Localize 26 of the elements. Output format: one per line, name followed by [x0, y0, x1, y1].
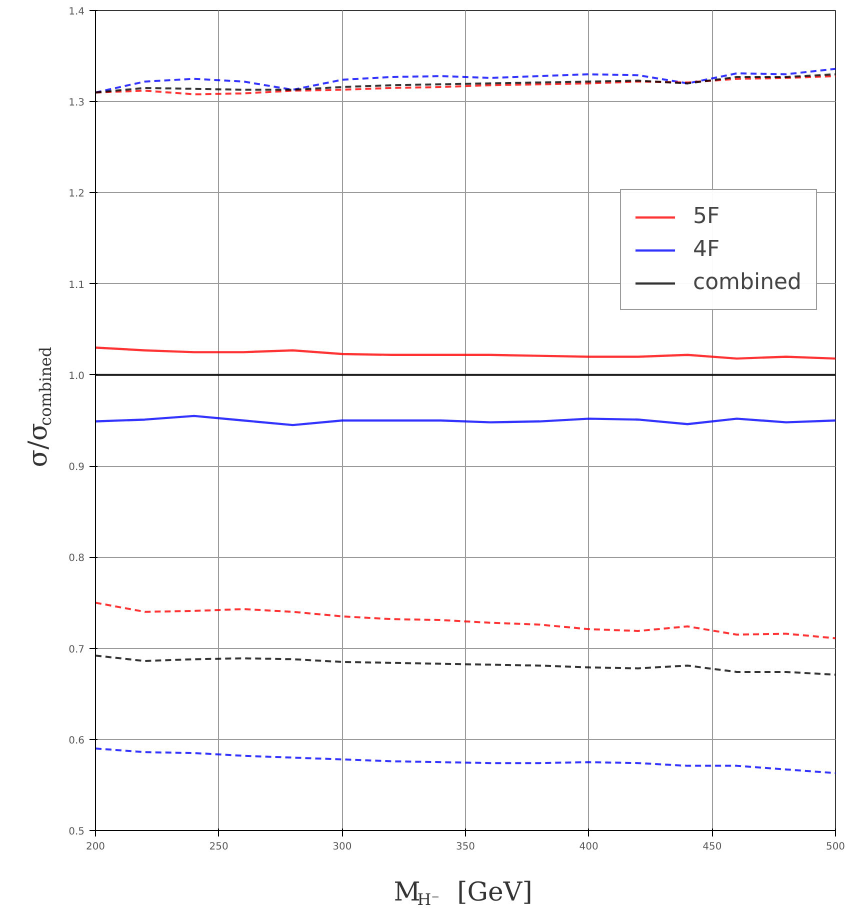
- x-tick-label: 450: [702, 842, 722, 852]
- y-tick-label: 1.4: [68, 6, 85, 18]
- y-tick-label: 1.2: [68, 188, 85, 200]
- x-tick-label: 350: [456, 842, 476, 852]
- y-tick-label: 1.0: [68, 370, 85, 382]
- legend-label: 5F: [693, 204, 720, 229]
- y-tick-label: 0.6: [68, 735, 85, 746]
- y-tick-label: 1.1: [68, 280, 85, 291]
- legend-label: combined: [693, 270, 802, 295]
- line-series: [96, 346, 836, 360]
- line-series: [96, 414, 836, 426]
- legend-label: 4F: [693, 237, 720, 262]
- x-tick-label: 200: [86, 842, 106, 852]
- y-tick-label: 0.7: [68, 644, 85, 656]
- x-tick-label: 400: [579, 842, 598, 852]
- line-series: [96, 748, 836, 774]
- y-axis-title: σ/σcombined: [24, 346, 55, 468]
- line-series: [96, 68, 836, 94]
- y-tick-label: 1.3: [68, 98, 85, 109]
- y-tick-label: 0.9: [68, 462, 85, 474]
- x-tick-label: 250: [209, 842, 228, 852]
- y-tick-label: 0.8: [68, 553, 85, 564]
- x-tick-label: 500: [826, 842, 846, 852]
- line-series: [96, 602, 836, 640]
- x-tick-label: 300: [332, 842, 352, 852]
- y-tick-label: 0.5: [68, 826, 85, 838]
